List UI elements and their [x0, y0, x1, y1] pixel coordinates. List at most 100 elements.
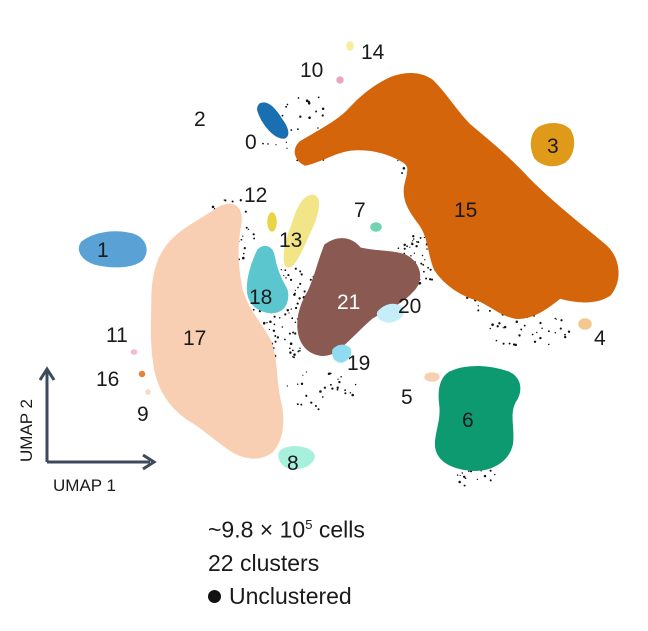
cluster-label-21: 21	[337, 291, 360, 314]
unclustered-point	[329, 372, 332, 375]
unclustered-point	[284, 338, 286, 341]
y-axis-label: UMAP 2	[17, 399, 36, 462]
cluster-label-7: 7	[354, 199, 366, 222]
unclustered-point	[336, 386, 339, 389]
unclustered-point	[297, 286, 299, 289]
unclustered-point	[302, 296, 305, 299]
unclustered-point	[462, 475, 466, 479]
unclustered-point	[300, 382, 304, 386]
unclustered-point	[426, 248, 428, 250]
unclustered-point	[267, 143, 269, 145]
unclustered-point	[515, 320, 519, 323]
cluster-0-blob	[257, 102, 289, 139]
cell-count: ~9.8 × 105 cells	[208, 516, 365, 543]
unclustered-point	[554, 317, 556, 320]
cluster-13-blob	[283, 194, 320, 268]
unclustered-point	[410, 254, 412, 257]
unclustered-point	[409, 246, 411, 248]
unclustered-point	[286, 147, 288, 149]
unclustered-point	[252, 233, 255, 236]
unclustered-point	[315, 110, 318, 113]
unclustered-point	[495, 339, 498, 342]
unclustered-point	[281, 114, 284, 117]
unclustered-point	[310, 401, 313, 404]
cluster-label-2: 2	[194, 108, 206, 131]
unclustered-point	[299, 282, 302, 285]
cluster-18-blob	[246, 245, 289, 314]
cluster-count: 22 clusters	[208, 549, 320, 576]
unclustered-point	[463, 484, 466, 487]
unclustered-point	[253, 237, 256, 240]
unclustered-point	[302, 374, 304, 376]
x-axis-label: UMAP 1	[53, 476, 116, 495]
unclustered-point	[541, 327, 543, 330]
unclustered-point	[252, 308, 255, 311]
unclustered-point	[351, 393, 355, 397]
unclustered-point	[412, 238, 415, 240]
unclustered-point	[476, 478, 479, 481]
cluster-label-4: 4	[594, 327, 606, 350]
cluster-label-5: 5	[401, 386, 413, 409]
cluster-label-16: 16	[96, 368, 119, 391]
unclustered-point	[293, 353, 296, 356]
cluster-label-11: 11	[106, 324, 128, 347]
unclustered-point	[319, 390, 322, 393]
unclustered-point	[419, 236, 422, 239]
unclustered-point	[283, 274, 285, 277]
cluster-label-17: 17	[183, 327, 206, 350]
unclustered-point	[403, 247, 406, 250]
unclustered-point	[502, 327, 504, 329]
unclustered-point	[498, 322, 501, 325]
unclustered-point	[297, 128, 299, 131]
unclustered-point	[286, 103, 289, 106]
unclustered-point	[539, 336, 542, 340]
unclustered-point	[489, 327, 492, 330]
cluster-small-blobs	[130, 41, 592, 395]
unclustered-point	[559, 327, 562, 330]
unclustered-point	[456, 474, 459, 476]
unclustered-point	[321, 107, 325, 110]
unclustered-point	[483, 474, 487, 478]
cluster-19-blob	[332, 344, 352, 363]
unclustered-point	[290, 129, 293, 131]
unclustered-point	[422, 263, 425, 266]
unclustered-point	[300, 403, 303, 406]
unclustered-point	[458, 480, 461, 484]
cluster-8-blob	[278, 446, 315, 470]
unclustered-point	[278, 317, 281, 319]
unclustered-point	[489, 469, 492, 472]
cluster-label-19: 19	[347, 352, 370, 375]
unclustered-point	[275, 144, 277, 146]
unclustered-point	[464, 477, 467, 480]
unclustered-point	[245, 226, 248, 229]
unclustered-point	[317, 96, 320, 99]
unclustered-point	[281, 326, 284, 328]
unclustered-point	[274, 340, 277, 343]
unclustered-point	[211, 205, 215, 209]
unclustered-point	[547, 343, 550, 346]
unclustered-point	[298, 297, 301, 299]
unclustered-point	[297, 97, 300, 99]
unclustered-point	[422, 270, 425, 273]
plot-caption: ~9.8 × 105 cells 22 clusters Unclustered	[208, 508, 365, 613]
unclustered-point	[292, 331, 295, 334]
unclustered-point	[247, 228, 250, 230]
cluster-label-10: 10	[300, 59, 323, 82]
cluster-label-0: 0	[245, 131, 257, 154]
cluster-label-6: 6	[462, 409, 474, 432]
unclustered-point	[397, 159, 399, 162]
unclustered-point	[285, 141, 287, 143]
cluster-20-blob	[376, 303, 404, 323]
unclustered-point	[309, 278, 312, 281]
unclustered-point	[290, 308, 292, 310]
unclustered-point	[294, 267, 297, 270]
unclustered-point	[539, 321, 542, 325]
unclustered-legend-dot	[208, 589, 221, 603]
unclustered-point	[308, 116, 311, 119]
unclustered-point	[296, 403, 299, 406]
unclustered-point	[288, 312, 290, 314]
unclustered-point	[274, 335, 277, 337]
unclustered-point	[523, 324, 526, 327]
unclustered-point	[321, 396, 324, 398]
unclustered-point	[284, 269, 287, 272]
